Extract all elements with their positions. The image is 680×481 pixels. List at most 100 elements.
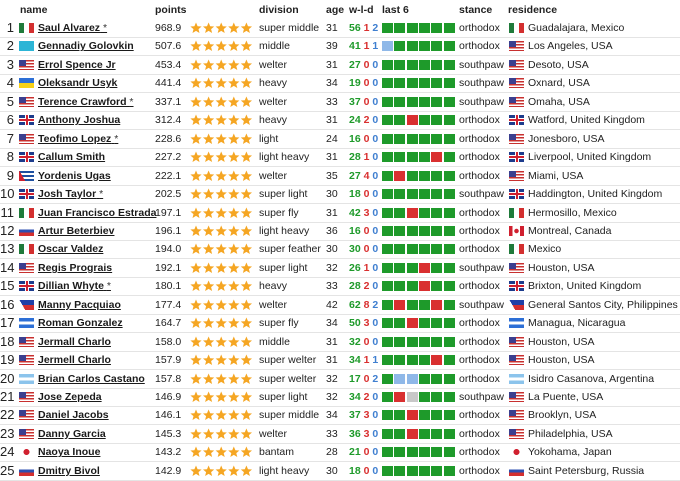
- name-text[interactable]: Teofimo Lopez: [38, 132, 112, 145]
- name-text[interactable]: Terence Crawford: [38, 95, 127, 108]
- result-square: [394, 336, 406, 347]
- name-text[interactable]: Danny Garcia: [38, 427, 106, 440]
- losses: 0: [363, 335, 370, 348]
- boxer-name[interactable]: Jose Zepeda: [38, 388, 102, 406]
- boxer-name[interactable]: Manny Pacquiao: [38, 296, 121, 314]
- boxer-name[interactable]: Saul Alvarez *: [38, 19, 107, 37]
- division: welter: [259, 427, 288, 440]
- boxer-name[interactable]: Oleksandr Usyk: [38, 74, 117, 92]
- losses: 3: [363, 317, 370, 330]
- name-text[interactable]: Artur Beterbiev: [38, 224, 115, 237]
- boxer-name[interactable]: Gennadiy Golovkin: [38, 37, 134, 55]
- boxer-name[interactable]: Dmitry Bivol: [38, 462, 100, 480]
- result-square: [443, 96, 455, 107]
- name-text[interactable]: Errol Spence Jr: [38, 58, 116, 71]
- record: 28 1 0: [349, 148, 378, 166]
- star: [240, 151, 252, 163]
- boxer-name[interactable]: Callum Smith: [38, 148, 105, 166]
- boxer-name[interactable]: Roman Gonzalez: [38, 314, 123, 332]
- name-text[interactable]: Callum Smith: [38, 151, 106, 164]
- name-text[interactable]: Brian Carlos Castano: [38, 372, 145, 385]
- result-square: [394, 318, 406, 329]
- name-text[interactable]: Josh Taylor: [38, 188, 97, 201]
- name-text[interactable]: Dmitry Bivol: [38, 464, 100, 477]
- name-text[interactable]: Daniel Jacobs: [38, 409, 109, 422]
- boxer-name[interactable]: Yordenis Ugas: [38, 167, 111, 185]
- result-square: [418, 355, 430, 366]
- result-square: [406, 115, 418, 126]
- boxer-name[interactable]: Anthony Joshua: [38, 111, 120, 129]
- name-text[interactable]: Anthony Joshua: [38, 114, 121, 127]
- boxer-name[interactable]: Danny Garcia: [38, 425, 106, 443]
- name-text[interactable]: Jose Zepeda: [38, 391, 102, 403]
- boxer-name[interactable]: Teofimo Lopez *: [38, 130, 118, 148]
- star: [203, 114, 215, 126]
- star: [240, 354, 252, 366]
- result-square: [394, 23, 406, 33]
- division: super middle: [259, 22, 320, 34]
- result-square: [443, 447, 455, 458]
- star: [215, 207, 227, 218]
- result-square: [418, 318, 430, 329]
- boxer-name[interactable]: Josh Taylor *: [38, 185, 103, 203]
- residence: Brooklyn, USA: [528, 409, 597, 422]
- star: [240, 22, 252, 33]
- boxer-name[interactable]: Errol Spence Jr: [38, 56, 116, 74]
- name-text[interactable]: Manny Pacquiao: [38, 298, 121, 311]
- residence: Isidro Casanova, Argentina: [528, 372, 655, 385]
- name-text[interactable]: Jermall Charlo: [38, 335, 111, 348]
- residence: Haddington, United Kingdom: [528, 188, 663, 201]
- name-marker: *: [114, 132, 119, 145]
- wins: 42: [349, 206, 361, 219]
- name-text[interactable]: Saul Alvarez: [38, 22, 101, 34]
- division: super fly: [259, 317, 299, 330]
- result-square: [418, 262, 430, 273]
- name-text[interactable]: Dillian Whyte: [38, 280, 104, 293]
- name-text[interactable]: Regis Prograis: [38, 261, 113, 274]
- boxer-name[interactable]: Regis Prograis: [38, 259, 112, 277]
- losses: 0: [363, 58, 370, 71]
- result-square: [382, 262, 393, 273]
- name-text[interactable]: Jermell Charlo: [38, 354, 111, 367]
- boxer-name[interactable]: Juan Francisco Estrada: [38, 204, 156, 222]
- name-text[interactable]: Naoya Inoue: [38, 446, 101, 459]
- flag-icon: [509, 392, 524, 402]
- losses: 4: [363, 169, 370, 182]
- star: [228, 336, 240, 347]
- result-square: [394, 244, 406, 255]
- wins: 28: [349, 280, 361, 293]
- result-square: [406, 244, 418, 255]
- name-text[interactable]: Oscar Valdez: [38, 243, 104, 256]
- record: 37 0 0: [349, 93, 378, 111]
- name-text[interactable]: Gennadiy Golovkin: [38, 40, 134, 53]
- star: [240, 336, 252, 347]
- boxer-name[interactable]: Jermall Charlo: [38, 333, 111, 351]
- name-text[interactable]: Juan Francisco Estrada: [38, 206, 157, 219]
- age: 30: [326, 188, 338, 201]
- boxer-name[interactable]: Oscar Valdez: [38, 240, 103, 258]
- draws: 0: [372, 77, 379, 90]
- age: 24: [326, 132, 338, 145]
- boxer-name[interactable]: Naoya Inoue: [38, 443, 100, 461]
- boxer-name[interactable]: Dillian Whyte *: [38, 277, 111, 295]
- boxer-name[interactable]: Terence Crawford *: [38, 93, 134, 111]
- flag-icon: [509, 336, 524, 347]
- losses: 1: [363, 151, 370, 164]
- boxer-name[interactable]: Brian Carlos Castano: [38, 370, 145, 388]
- star: [228, 354, 240, 366]
- name-text[interactable]: Oleksandr Usyk: [38, 77, 118, 90]
- boxer-name[interactable]: Jermell Charlo: [38, 351, 111, 369]
- boxer-name[interactable]: Artur Beterbiev: [38, 222, 114, 240]
- record: 62 8 2: [349, 296, 378, 314]
- star: [228, 465, 240, 476]
- wins: 16: [349, 224, 361, 237]
- rating-stars: [190, 465, 252, 476]
- star: [190, 354, 202, 366]
- star: [190, 96, 202, 107]
- result-square: [431, 262, 443, 273]
- name-text[interactable]: Yordenis Ugas: [38, 169, 111, 182]
- age: 36: [326, 224, 338, 237]
- boxer-name[interactable]: Daniel Jacobs: [38, 406, 109, 424]
- result-square: [418, 465, 430, 476]
- name-text[interactable]: Roman Gonzalez: [38, 317, 123, 330]
